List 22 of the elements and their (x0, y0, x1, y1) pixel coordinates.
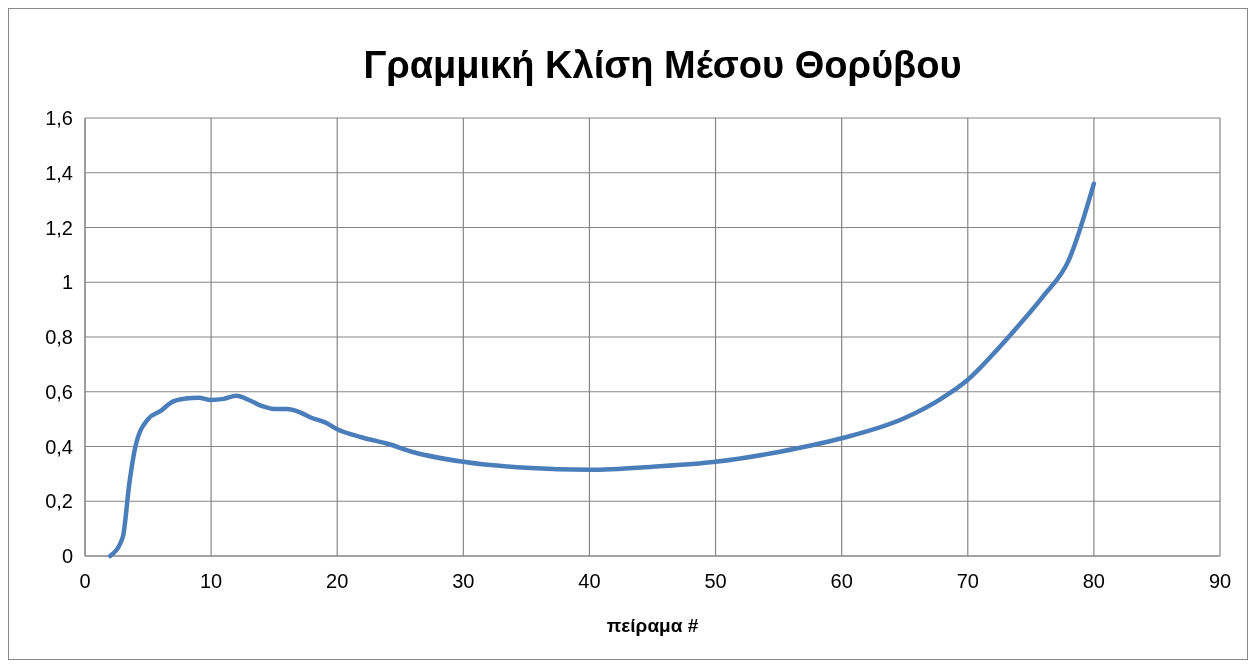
x-tick-label: 80 (1082, 570, 1106, 592)
x-tick-label: 0 (79, 570, 91, 592)
x-tick-label: 20 (326, 570, 349, 592)
x-tick-label: 30 (452, 570, 475, 592)
y-tick-label: 1,2 (45, 216, 73, 239)
y-tick-label: 0,2 (45, 490, 73, 513)
x-tick-label: 70 (956, 570, 979, 592)
x-tick-label: 50 (704, 570, 727, 592)
y-tick-label: 0,4 (45, 435, 73, 458)
y-tick-label: 0,8 (45, 326, 73, 348)
chart-title: Γραμμική Κλίση Μέσου Θορύβου (363, 44, 962, 86)
y-tick-label: 0 (61, 545, 73, 567)
x-axis-title: πείραμα # (606, 615, 699, 636)
x-tick-label: 60 (830, 570, 853, 592)
x-tick-label: 40 (578, 570, 601, 592)
y-tick-label: 1 (61, 271, 73, 294)
y-tick-label: 1,4 (45, 161, 73, 184)
y-tick-label: 1,6 (45, 107, 73, 129)
x-tick-label: 90 (1208, 570, 1232, 592)
line-series (107, 181, 1097, 559)
x-tick-label: 10 (199, 570, 223, 592)
y-tick-label: 0,6 (45, 380, 73, 403)
